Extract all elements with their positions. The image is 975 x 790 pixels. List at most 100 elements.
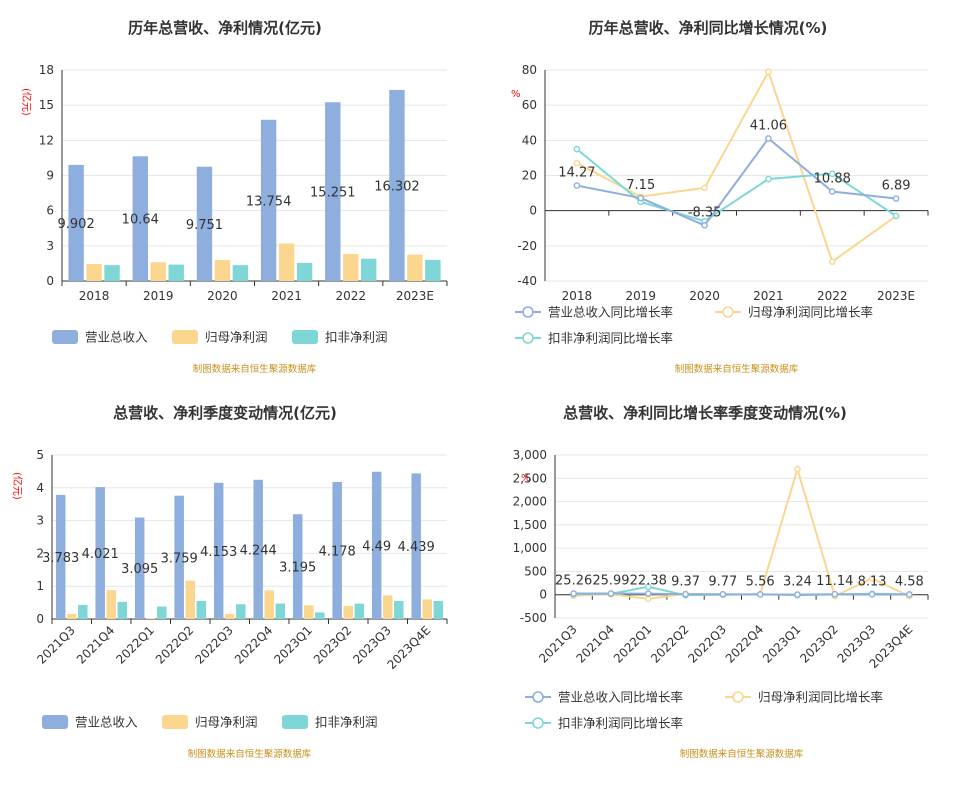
- chart-title: 总营收、净利同比增长率季度变动情况(%): [563, 404, 847, 422]
- bar: [214, 259, 231, 281]
- data-label: 3.783: [42, 551, 79, 566]
- data-label: 4.58: [895, 575, 924, 590]
- bar: [104, 265, 120, 281]
- x-tick-label: 2023Q2: [797, 622, 841, 666]
- data-label: 4.178: [319, 544, 356, 559]
- series-point: [828, 258, 836, 265]
- data-label: 3.095: [121, 562, 158, 577]
- series-point: [607, 590, 615, 597]
- y-tick-label: -40: [517, 274, 537, 288]
- series-line: [573, 592, 910, 596]
- bar: [253, 479, 263, 619]
- y-tick-label: 3,000: [513, 448, 547, 462]
- series-point: [701, 184, 708, 192]
- series-point: [570, 590, 577, 597]
- series-point: [831, 590, 839, 598]
- data-label: 4.021: [82, 547, 119, 562]
- y-tick-label: 12: [39, 133, 54, 147]
- x-tick-label: 2021Q3: [34, 623, 78, 667]
- x-tick-label: 2023Q1: [760, 622, 804, 666]
- data-label: 3.24: [783, 575, 812, 590]
- y-tick-label: 4: [36, 481, 44, 495]
- series-point: [906, 591, 913, 598]
- series-point: [644, 595, 652, 603]
- bar: [225, 614, 235, 619]
- legend-swatch: [162, 715, 188, 729]
- x-tick-label: 2019: [143, 289, 174, 303]
- bar: [264, 590, 274, 619]
- x-tick-label: 2022Q1: [611, 622, 655, 666]
- x-tick-label: 2022Q3: [685, 622, 729, 666]
- bar: [157, 606, 167, 619]
- bar: [325, 102, 341, 281]
- chart-panel-quarterly-growth: 总营收、净利同比增长率季度变动情况(%)% -500 0 500 1,000 1,500 2…: [513, 404, 929, 760]
- legend-marker: [532, 691, 544, 703]
- series-point: [719, 590, 727, 598]
- bar: [106, 590, 116, 619]
- bar: [174, 495, 184, 619]
- bar: [260, 119, 277, 281]
- y-tick-label: 1,500: [513, 518, 547, 532]
- data-label: 10.64: [122, 213, 159, 228]
- x-tick-label: 2022: [817, 289, 848, 303]
- x-tick-label: 2018: [79, 289, 110, 303]
- data-label: 22.38: [630, 574, 667, 589]
- bar: [394, 600, 404, 619]
- y-tick-label: 0: [36, 612, 44, 626]
- x-tick-label: 2019: [625, 289, 656, 303]
- x-tick-label: 2021Q3: [536, 622, 580, 666]
- bar: [371, 471, 382, 619]
- bar: [168, 264, 184, 281]
- y-unit-label: %: [511, 89, 521, 100]
- bar: [134, 517, 145, 619]
- data-label: 6.89: [882, 179, 911, 194]
- series-point: [892, 212, 900, 220]
- bar: [383, 595, 393, 619]
- legend-label: 扣非净利润同比增长率: [558, 716, 683, 731]
- y-tick-label: 3: [36, 514, 44, 528]
- series-point: [637, 194, 645, 202]
- bar: [185, 580, 195, 619]
- bar: [78, 604, 88, 619]
- bar: [411, 473, 421, 619]
- bar: [132, 156, 148, 281]
- bar: [278, 243, 295, 281]
- bar: [315, 612, 325, 619]
- x-tick-label: 2021Q4: [74, 623, 118, 667]
- data-label: 3.759: [161, 551, 198, 566]
- legend-marker: [722, 306, 734, 318]
- legend-swatch: [292, 330, 318, 344]
- x-tick-label: 2018: [562, 289, 593, 303]
- bar: [422, 599, 432, 619]
- bar: [296, 262, 313, 281]
- series-point: [682, 590, 689, 598]
- legend-swatch: [172, 330, 198, 344]
- y-tick-label: 1,000: [513, 541, 547, 555]
- series-point: [701, 222, 708, 229]
- legend-label: 归母净利润同比增长率: [758, 690, 883, 705]
- x-tick-label: 2023E: [396, 289, 434, 303]
- data-label: 3.195: [279, 561, 316, 576]
- x-tick-label: 2023E: [877, 289, 915, 303]
- bar: [304, 605, 314, 619]
- bar: [343, 254, 359, 281]
- legend-marker: [532, 717, 544, 729]
- bar: [433, 600, 444, 619]
- bar: [354, 603, 365, 619]
- series-line: [576, 69, 897, 264]
- bar: [86, 264, 102, 281]
- y-tick-label: 80: [522, 63, 537, 77]
- y-tick-label: 9: [46, 169, 54, 183]
- bar: [389, 89, 405, 282]
- bar: [196, 600, 207, 619]
- x-tick-label: 2023Q1: [271, 623, 315, 667]
- y-tick-label: 2,000: [513, 495, 547, 509]
- series-line: [576, 137, 897, 227]
- bar: [361, 258, 377, 281]
- chart-panel-quarterly-bars: 总营收、净利季度变动情况(亿元)(亿元)0123452021Q32021Q420…: [11, 404, 448, 760]
- data-label: 41.06: [750, 118, 787, 133]
- data-label: 25.99: [592, 574, 629, 589]
- x-tick-label: 2022Q3: [192, 623, 236, 667]
- y-tick-label: 5: [36, 448, 44, 462]
- series-point: [765, 135, 772, 142]
